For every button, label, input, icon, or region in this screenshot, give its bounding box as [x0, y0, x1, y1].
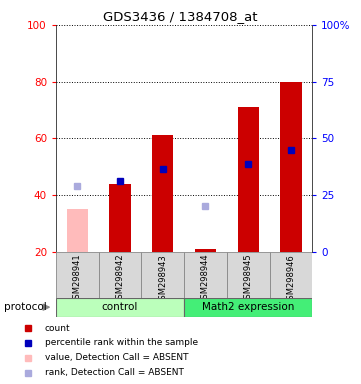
Text: count: count — [45, 324, 70, 333]
Bar — [184, 298, 312, 317]
Bar — [56, 298, 184, 317]
Bar — [238, 107, 259, 252]
Bar — [99, 252, 142, 298]
Bar — [184, 252, 227, 298]
Text: Math2 expression: Math2 expression — [202, 302, 294, 312]
Bar — [56, 252, 99, 298]
Bar — [195, 249, 216, 252]
Text: rank, Detection Call = ABSENT: rank, Detection Call = ABSENT — [45, 368, 183, 377]
Text: GSM298941: GSM298941 — [73, 254, 82, 305]
Text: GSM298942: GSM298942 — [116, 254, 125, 305]
Text: GSM298945: GSM298945 — [244, 254, 253, 305]
Text: GSM298943: GSM298943 — [158, 254, 167, 305]
Bar — [67, 209, 88, 252]
Text: percentile rank within the sample: percentile rank within the sample — [45, 338, 198, 348]
Text: GDS3436 / 1384708_at: GDS3436 / 1384708_at — [103, 10, 258, 23]
Bar — [152, 136, 173, 252]
Text: value, Detection Call = ABSENT: value, Detection Call = ABSENT — [45, 353, 188, 362]
Text: GSM298946: GSM298946 — [286, 254, 295, 305]
Text: protocol: protocol — [4, 302, 46, 312]
Bar — [142, 252, 184, 298]
Bar — [280, 81, 301, 252]
Text: control: control — [102, 302, 138, 312]
Bar — [227, 252, 270, 298]
Text: GSM298944: GSM298944 — [201, 254, 210, 305]
Bar — [270, 252, 312, 298]
Bar — [109, 184, 131, 252]
